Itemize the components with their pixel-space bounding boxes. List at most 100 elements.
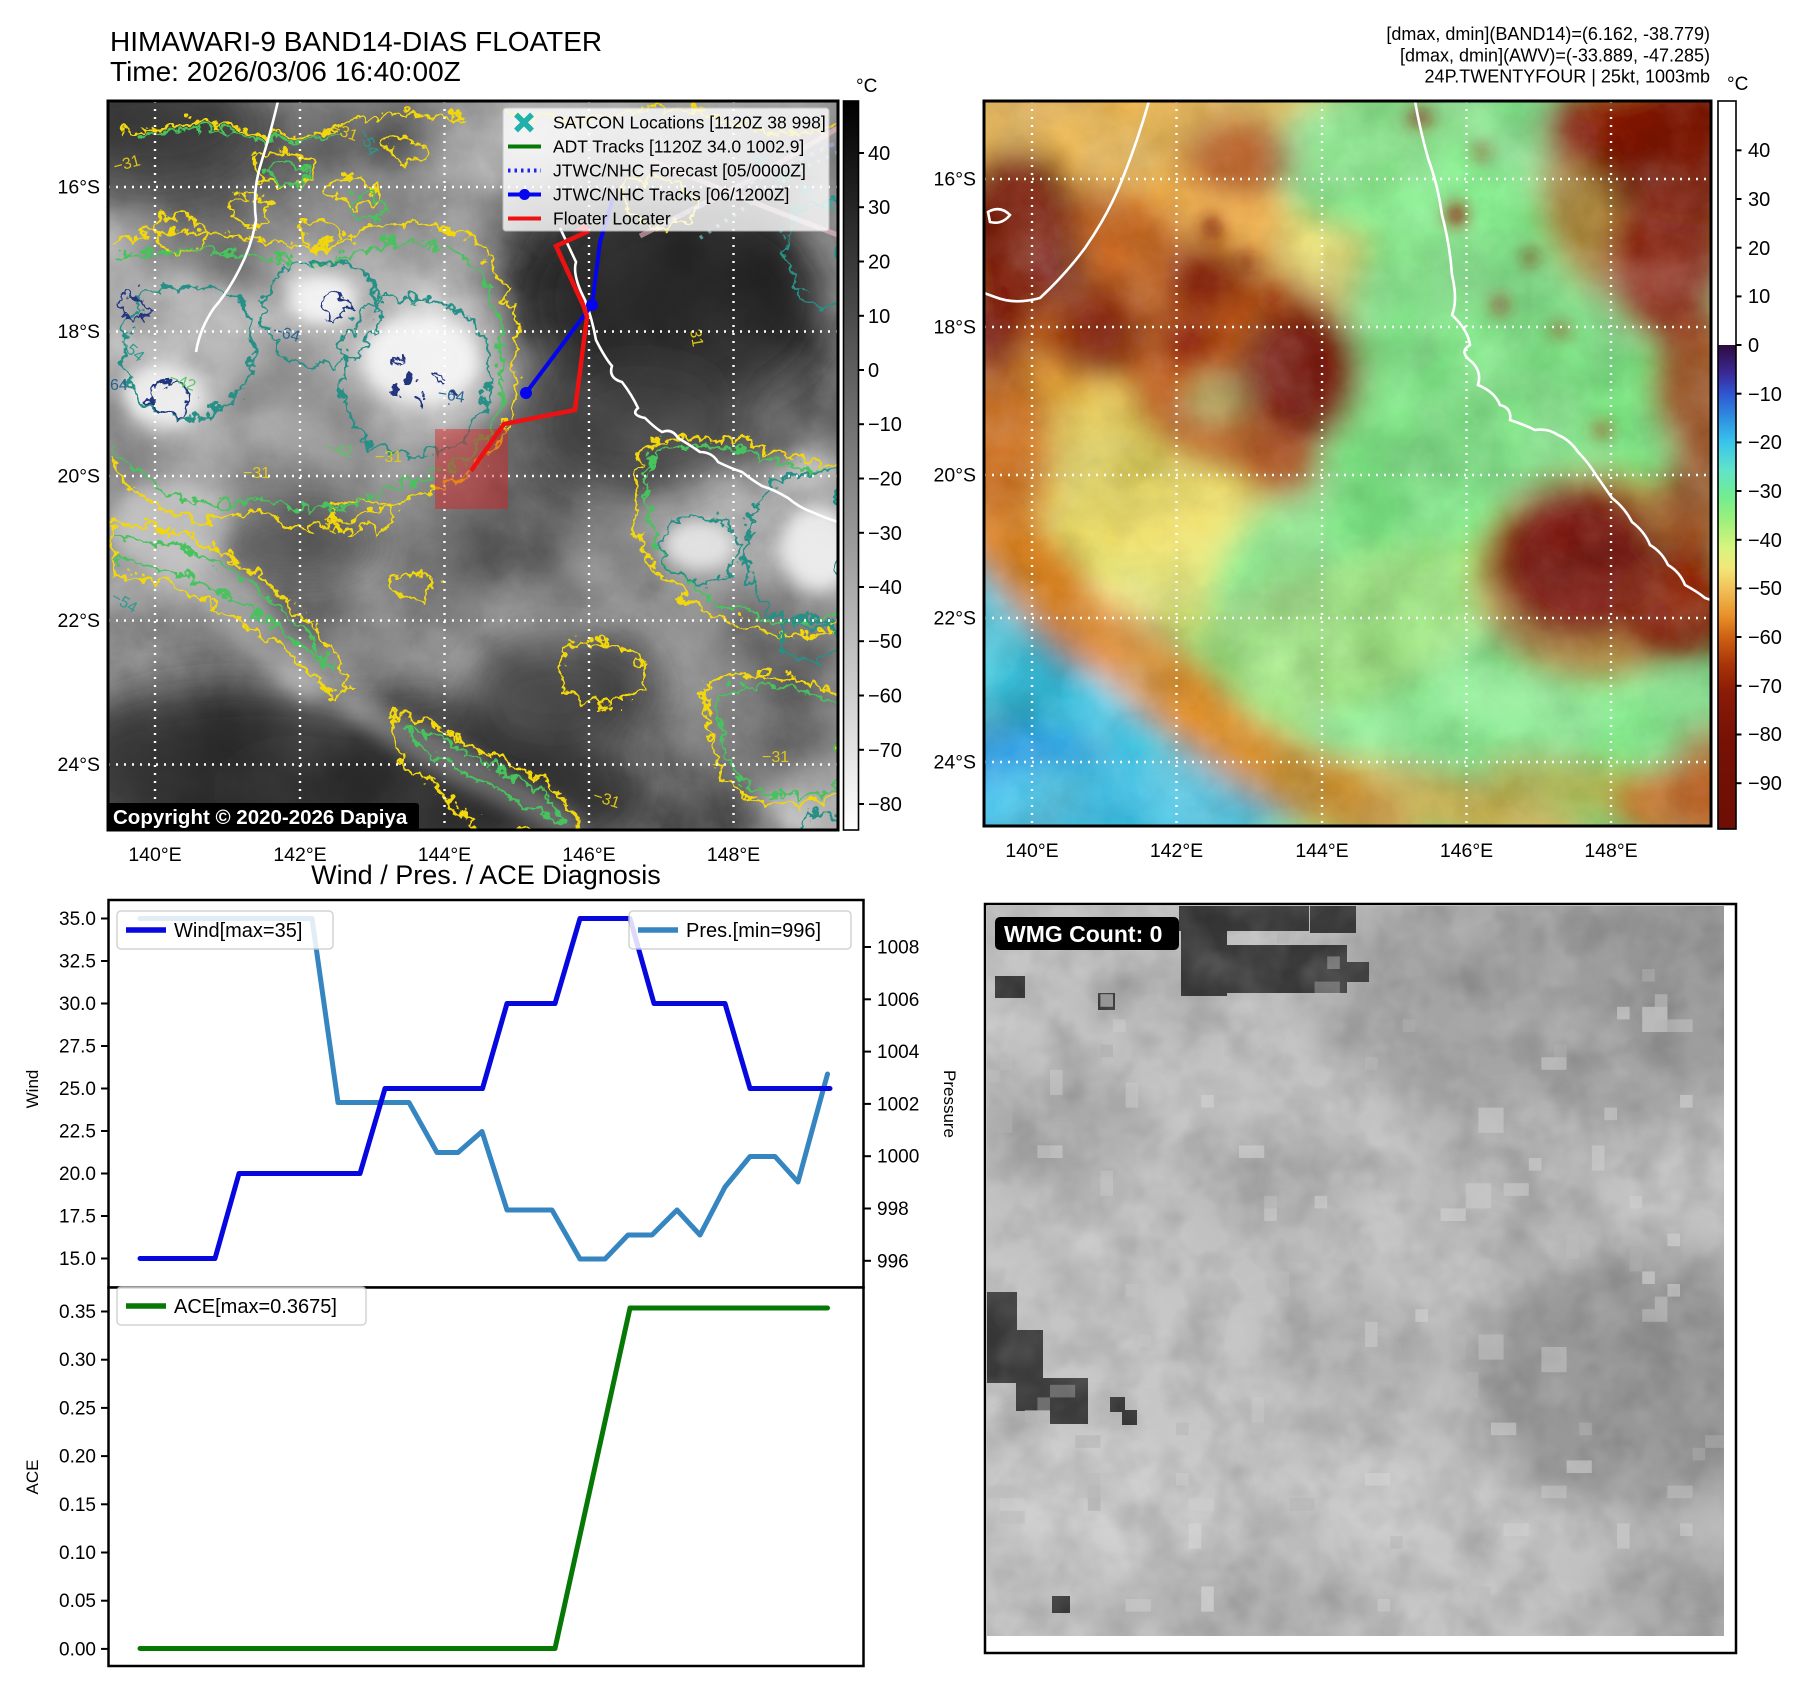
svg-text:−40: −40 (1748, 530, 1782, 552)
svg-text:142°E: 142°E (1150, 840, 1203, 862)
svg-text:Pres.[min=996]: Pres.[min=996] (686, 920, 821, 942)
svg-text:30: 30 (1748, 189, 1770, 211)
svg-text:146°E: 146°E (562, 844, 615, 866)
svg-text:−31: −31 (762, 749, 789, 766)
svg-text:−31: −31 (375, 449, 402, 466)
svg-text:0.15: 0.15 (59, 1495, 96, 1516)
svg-text:−40: −40 (868, 577, 902, 599)
svg-text:140°E: 140°E (128, 844, 181, 866)
svg-text:−80: −80 (1748, 724, 1782, 746)
svg-text:20°S: 20°S (934, 465, 977, 487)
svg-text:WMG Count: 0: WMG Count: 0 (1004, 921, 1162, 947)
svg-text:°C: °C (856, 76, 877, 97)
svg-text:−10: −10 (1748, 384, 1782, 406)
svg-text:18°S: 18°S (934, 317, 977, 339)
svg-text:−80: −80 (868, 794, 902, 816)
svg-text:JTWC/NHC Forecast [05/0000Z]: JTWC/NHC Forecast [05/0000Z] (553, 161, 806, 181)
svg-text:−20: −20 (868, 469, 902, 491)
svg-text:20: 20 (868, 252, 890, 274)
svg-text:Pressure: Pressure (940, 1070, 959, 1138)
svg-text:1002: 1002 (877, 1094, 919, 1115)
svg-text:30: 30 (868, 197, 890, 219)
svg-text:35.0: 35.0 (59, 909, 96, 930)
svg-text:998: 998 (877, 1199, 909, 1220)
svg-text:0: 0 (1748, 335, 1759, 357)
svg-text:10: 10 (1748, 286, 1770, 308)
svg-text:20.0: 20.0 (59, 1164, 96, 1185)
svg-text:Floater Locater: Floater Locater (553, 209, 671, 229)
svg-text:10: 10 (868, 306, 890, 328)
svg-text:32.5: 32.5 (59, 952, 96, 973)
svg-text:−31: −31 (243, 465, 270, 482)
svg-text:22.5: 22.5 (59, 1122, 96, 1143)
svg-text:1008: 1008 (877, 938, 919, 959)
svg-text:−60: −60 (1748, 627, 1782, 649)
svg-text:24°S: 24°S (58, 754, 101, 776)
svg-text:31: 31 (686, 328, 706, 349)
svg-text:−50: −50 (1748, 578, 1782, 600)
svg-text:Wind: Wind (23, 1070, 42, 1109)
svg-text:30.0: 30.0 (59, 994, 96, 1015)
svg-text:144°E: 144°E (1295, 840, 1348, 862)
svg-text:16°S: 16°S (934, 169, 977, 191)
svg-text:20: 20 (1748, 238, 1770, 260)
svg-text:40: 40 (1748, 140, 1770, 162)
svg-text:15.0: 15.0 (59, 1249, 96, 1270)
svg-text:146°E: 146°E (1440, 840, 1493, 862)
svg-text:0.00: 0.00 (59, 1639, 96, 1660)
svg-text:−60: −60 (868, 686, 902, 708)
svg-text:22°S: 22°S (934, 608, 977, 630)
svg-text:−90: −90 (1748, 773, 1782, 795)
svg-text:ACE: ACE (23, 1460, 42, 1495)
svg-text:22°S: 22°S (58, 610, 101, 632)
svg-text:148°E: 148°E (707, 844, 760, 866)
svg-text:996: 996 (877, 1251, 909, 1272)
svg-text:31: 31 (318, 515, 341, 538)
svg-text:0.30: 0.30 (59, 1350, 96, 1371)
svg-text:−31: −31 (112, 152, 143, 175)
svg-text:0.35: 0.35 (59, 1302, 96, 1323)
svg-text:−42: −42 (324, 439, 354, 461)
svg-text:16°S: 16°S (58, 177, 101, 199)
svg-text:0: 0 (868, 360, 879, 382)
svg-text:−70: −70 (868, 740, 902, 762)
svg-text:SATCON Locations [1120Z 38 998: SATCON Locations [1120Z 38 998] (553, 113, 826, 133)
svg-text:JTWC/NHC Tracks [06/1200Z]: JTWC/NHC Tracks [06/1200Z] (553, 185, 789, 205)
svg-text:1004: 1004 (877, 1042, 920, 1063)
svg-text:27.5: 27.5 (59, 1037, 96, 1058)
svg-text:Wind[max=35]: Wind[max=35] (174, 920, 302, 942)
svg-text:20°S: 20°S (58, 466, 101, 488)
svg-text:1006: 1006 (877, 990, 919, 1011)
svg-text:18°S: 18°S (58, 321, 101, 343)
svg-text:−50: −50 (868, 631, 902, 653)
svg-text:24P.TWENTYFOUR | 25kt, 1003mb: 24P.TWENTYFOUR | 25kt, 1003mb (1425, 67, 1710, 87)
svg-text:°C: °C (1727, 74, 1748, 95)
svg-text:25.0: 25.0 (59, 1079, 96, 1100)
svg-text:−30: −30 (868, 523, 902, 545)
svg-text:144°E: 144°E (418, 844, 471, 866)
svg-text:24°S: 24°S (934, 752, 977, 774)
svg-text:17.5: 17.5 (59, 1207, 96, 1228)
svg-text:[dmax, dmin](BAND14)=(6.162, -: [dmax, dmin](BAND14)=(6.162, -38.779) (1386, 24, 1710, 44)
svg-text:0.10: 0.10 (59, 1543, 96, 1564)
svg-text:[dmax, dmin](AWV)=(-33.889, -4: [dmax, dmin](AWV)=(-33.889, -47.285) (1400, 46, 1710, 66)
svg-text:142°E: 142°E (273, 844, 326, 866)
svg-text:0.05: 0.05 (59, 1591, 96, 1612)
svg-text:148°E: 148°E (1584, 840, 1637, 862)
svg-text:0.20: 0.20 (59, 1447, 96, 1468)
svg-text:−10: −10 (868, 414, 902, 436)
svg-text:Time: 2026/03/06 16:40:00Z: Time: 2026/03/06 16:40:00Z (110, 56, 461, 87)
svg-text:HIMAWARI-9 BAND14-DIAS FLOATER: HIMAWARI-9 BAND14-DIAS FLOATER (110, 26, 602, 57)
svg-text:ACE[max=0.3675]: ACE[max=0.3675] (174, 1296, 337, 1318)
svg-text:Copyright © 2020-2026 Dapiya: Copyright © 2020-2026 Dapiya (113, 806, 408, 829)
svg-text:−20: −20 (1748, 432, 1782, 454)
svg-text:40: 40 (868, 143, 890, 165)
svg-text:64: 64 (110, 377, 128, 394)
svg-text:0.25: 0.25 (59, 1398, 96, 1419)
svg-text:Wind / Pres. / ACE Diagnosis: Wind / Pres. / ACE Diagnosis (311, 860, 661, 890)
svg-text:−70: −70 (1748, 676, 1782, 698)
svg-text:−30: −30 (1748, 481, 1782, 503)
svg-text:140°E: 140°E (1005, 840, 1058, 862)
svg-text:1000: 1000 (877, 1147, 919, 1168)
svg-text:ADT Tracks [1120Z 34.0 1002.9]: ADT Tracks [1120Z 34.0 1002.9] (553, 137, 804, 157)
